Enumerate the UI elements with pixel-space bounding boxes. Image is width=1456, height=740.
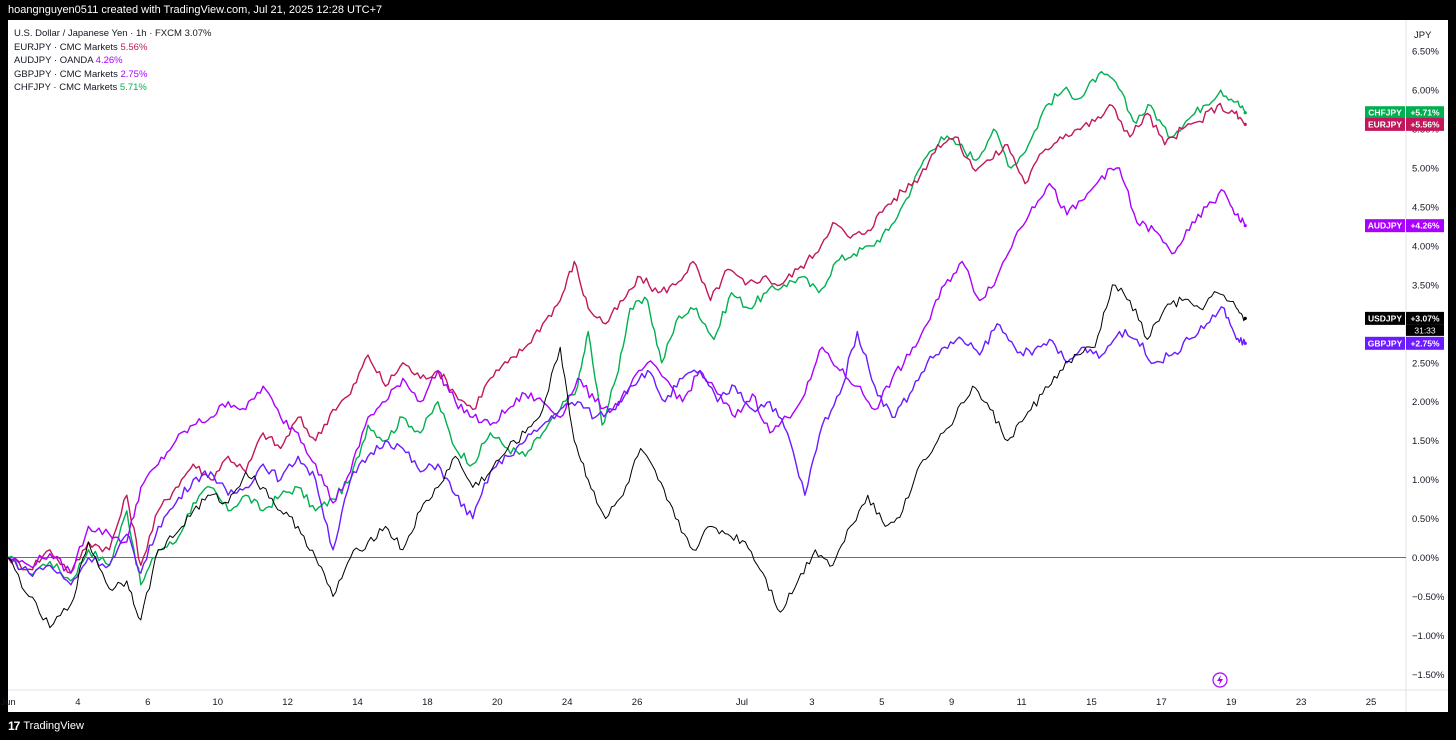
- badge-value-bg: [1406, 117, 1444, 131]
- x-tick-label: 10: [212, 697, 223, 708]
- x-tick-label: 14: [352, 697, 363, 708]
- badge-value-bg: [1406, 311, 1444, 325]
- y-tick-label: −0.50%: [1412, 592, 1445, 603]
- y-tick-label: −1.00%: [1412, 631, 1445, 642]
- x-tick-label: 23: [1296, 697, 1307, 708]
- x-tick-label: 18: [422, 697, 433, 708]
- price-badge-usdjpy: USDJPY +3.07% 31:33: [1365, 311, 1444, 336]
- price-badge-gbpjpy: GBPJPY +2.75%: [1365, 336, 1444, 350]
- badge-name: AUDJPY: [1368, 221, 1403, 231]
- legend-item-label: EURJPY · CMC Markets: [14, 41, 118, 53]
- legend-main: U.S. Dollar / Japanese Yen · 1h · FXCM 3…: [14, 27, 212, 41]
- badge-value-bg: [1406, 106, 1444, 120]
- x-tick-label: 3: [809, 697, 814, 708]
- x-tick-label: Jun: [0, 697, 15, 708]
- y-tick-label: 6.00%: [1412, 86, 1439, 97]
- badge-value-bg: [1406, 219, 1444, 233]
- x-tick-label: 26: [632, 697, 643, 708]
- badge-value: +2.75%: [1410, 338, 1440, 348]
- badge-value: +5.56%: [1410, 119, 1440, 129]
- header-caption: hoangnguyen0511 created with TradingView…: [8, 4, 383, 16]
- y-tick-label: 2.50%: [1412, 358, 1439, 369]
- footer-bar: 17 TradingView: [0, 712, 1456, 740]
- legend-item-value: 2.75%: [120, 68, 148, 80]
- series-endpoint-eurjpy: [1243, 122, 1247, 126]
- price-badge-audjpy: AUDJPY +4.26%: [1365, 219, 1444, 233]
- badge-name: USDJPY: [1368, 313, 1402, 323]
- series-endpoint-chfjpy: [1243, 111, 1247, 115]
- y-tick-label: 4.00%: [1412, 241, 1439, 252]
- axis-unit-label[interactable]: JPY: [1414, 30, 1432, 41]
- x-tick-label: 12: [282, 697, 293, 708]
- legend-item-value: 4.26%: [95, 55, 123, 66]
- brand-label: TradingView: [23, 720, 84, 732]
- badge-name: EURJPY: [1368, 119, 1402, 129]
- badge-value: +5.71%: [1410, 108, 1440, 118]
- x-tick-label: 11: [1017, 697, 1027, 708]
- chart-frame: [8, 20, 1448, 712]
- x-tick-label: 17: [1156, 697, 1167, 708]
- price-badge-eurjpy: EURJPY +5.56%: [1365, 117, 1444, 131]
- legend-item-label: CHFJPY · CMC Markets: [14, 82, 118, 93]
- series-line-audjpy: [7, 167, 1246, 574]
- x-tick-label: 5: [879, 697, 884, 708]
- tradingview-logo-icon: 17: [8, 719, 20, 733]
- x-tick-label: 6: [145, 697, 150, 708]
- legend-item: EURJPY · CMC Markets 5.56%: [14, 41, 212, 55]
- x-tick-label: 24: [562, 697, 573, 708]
- lightning-icon: [1217, 675, 1223, 685]
- legend-main-value: 3.07%: [184, 28, 212, 39]
- series-endpoint-gbpjpy: [1243, 341, 1247, 345]
- series-line-usdjpy: [7, 284, 1246, 629]
- x-tick-label: 20: [492, 697, 503, 708]
- x-tick-label: 19: [1226, 697, 1237, 708]
- tradingview-brand[interactable]: 17 TradingView: [8, 719, 84, 733]
- countdown-timer: 31:33: [1414, 325, 1436, 335]
- x-tick-label: Jul: [736, 697, 748, 708]
- y-tick-label: 3.50%: [1412, 280, 1439, 291]
- x-tick-label: 25: [1366, 697, 1377, 708]
- y-tick-label: 0.00%: [1412, 553, 1439, 564]
- badge-value-bg: [1406, 336, 1444, 350]
- badge-name: GBPJPY: [1368, 338, 1403, 348]
- legend: U.S. Dollar / Japanese Yen · 1h · FXCM 3…: [14, 27, 212, 95]
- x-tick-label: 15: [1086, 697, 1097, 708]
- y-tick-label: 1.50%: [1412, 436, 1439, 447]
- y-tick-label: 0.50%: [1412, 514, 1439, 525]
- badge-value: +3.07%: [1410, 313, 1440, 323]
- badge-name: CHFJPY: [1368, 108, 1402, 118]
- badge-value: +4.26%: [1410, 221, 1440, 231]
- series-endpoint-audjpy: [1243, 224, 1247, 228]
- y-tick-label: 6.50%: [1412, 47, 1439, 58]
- price-badge-chfjpy: CHFJPY +5.71%: [1365, 106, 1444, 120]
- legend-item-value: 5.71%: [119, 82, 147, 93]
- legend-item-label: AUDJPY · OANDA: [14, 55, 94, 66]
- y-tick-label: 5.00%: [1412, 164, 1439, 175]
- legend-item: CHFJPY · CMC Markets 5.71%: [14, 81, 212, 95]
- series-endpoint-usdjpy: [1243, 316, 1247, 320]
- legend-main-label: U.S. Dollar / Japanese Yen · 1h · FXCM: [14, 28, 182, 39]
- legend-item: GBPJPY · CMC Markets 2.75%: [14, 68, 212, 82]
- header-caption-bar: hoangnguyen0511 created with TradingView…: [0, 0, 1456, 20]
- x-tick-label: 4: [75, 697, 80, 708]
- badge-name-bg: [1365, 311, 1405, 325]
- badge-name-bg: [1365, 336, 1405, 350]
- x-tick-label: 9: [949, 697, 954, 708]
- y-tick-label: 4.50%: [1412, 202, 1439, 213]
- y-tick-label: 1.00%: [1412, 475, 1439, 486]
- badge-name-bg: [1365, 117, 1405, 131]
- legend-item-value: 5.56%: [120, 41, 148, 53]
- legend-item: AUDJPY · OANDA 4.26%: [14, 54, 212, 68]
- badge-name-bg: [1365, 106, 1405, 120]
- badge-name-bg: [1365, 219, 1405, 233]
- series-line-eurjpy: [7, 102, 1246, 574]
- legend-item-label: GBPJPY · CMC Markets: [14, 68, 118, 80]
- series-line-gbpjpy: [7, 306, 1246, 586]
- countdown-bg: [1406, 324, 1444, 336]
- series-line-chfjpy: [7, 70, 1246, 586]
- y-tick-label: 2.00%: [1412, 397, 1439, 408]
- y-tick-label: −1.50%: [1412, 670, 1445, 681]
